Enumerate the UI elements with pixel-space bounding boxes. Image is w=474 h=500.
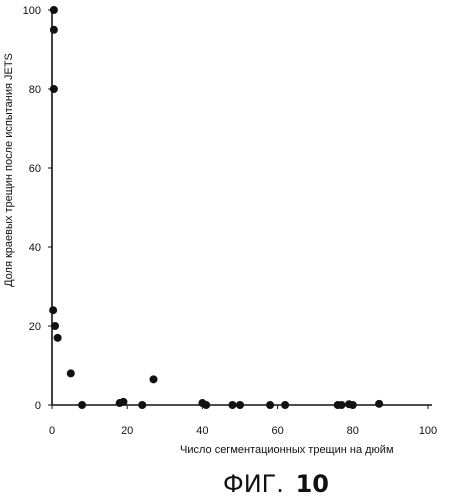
data-point bbox=[150, 375, 158, 383]
x-tick-label: 80 bbox=[347, 425, 359, 437]
y-tick-label: 100 bbox=[23, 5, 41, 17]
data-point bbox=[50, 26, 58, 34]
x-tick-label: 20 bbox=[121, 425, 133, 437]
y-tick-label: 80 bbox=[29, 84, 41, 96]
data-point bbox=[228, 401, 236, 409]
data-point bbox=[67, 369, 75, 377]
data-point bbox=[281, 401, 289, 409]
y-tick-label: 0 bbox=[35, 400, 41, 412]
data-point bbox=[49, 306, 57, 314]
data-points bbox=[49, 6, 383, 409]
figure-caption-prefix: ФИГ. bbox=[223, 470, 284, 498]
x-tick-label: 100 bbox=[419, 425, 437, 437]
x-tick-label: 0 bbox=[49, 425, 55, 437]
data-point bbox=[54, 334, 62, 342]
data-point bbox=[236, 401, 244, 409]
data-point bbox=[202, 401, 210, 409]
x-axis-label: Число сегментационных трещин на дюйм bbox=[180, 444, 394, 456]
data-point bbox=[119, 398, 127, 406]
data-point bbox=[50, 6, 58, 14]
figure-caption-number: 10 bbox=[296, 470, 329, 498]
axes bbox=[52, 10, 432, 405]
y-tick-label: 40 bbox=[29, 242, 41, 254]
y-tick-label: 20 bbox=[29, 321, 41, 333]
y-axis-label: Доля краевых трещин после испытания JETS bbox=[3, 53, 15, 287]
x-tick-label: 60 bbox=[271, 425, 283, 437]
data-point bbox=[138, 401, 146, 409]
ticks: 0 20 40 60 80 100 0 20 40 60 80 100 bbox=[23, 5, 438, 437]
data-point bbox=[266, 401, 274, 409]
data-point bbox=[50, 85, 58, 93]
data-point bbox=[338, 401, 346, 409]
y-tick-label: 60 bbox=[29, 163, 41, 175]
data-point bbox=[349, 401, 357, 409]
figure-caption: ФИГ. 10 bbox=[223, 470, 329, 498]
x-tick-label: 40 bbox=[196, 425, 208, 437]
data-point bbox=[375, 400, 383, 408]
data-point bbox=[78, 401, 86, 409]
data-point bbox=[51, 322, 59, 330]
